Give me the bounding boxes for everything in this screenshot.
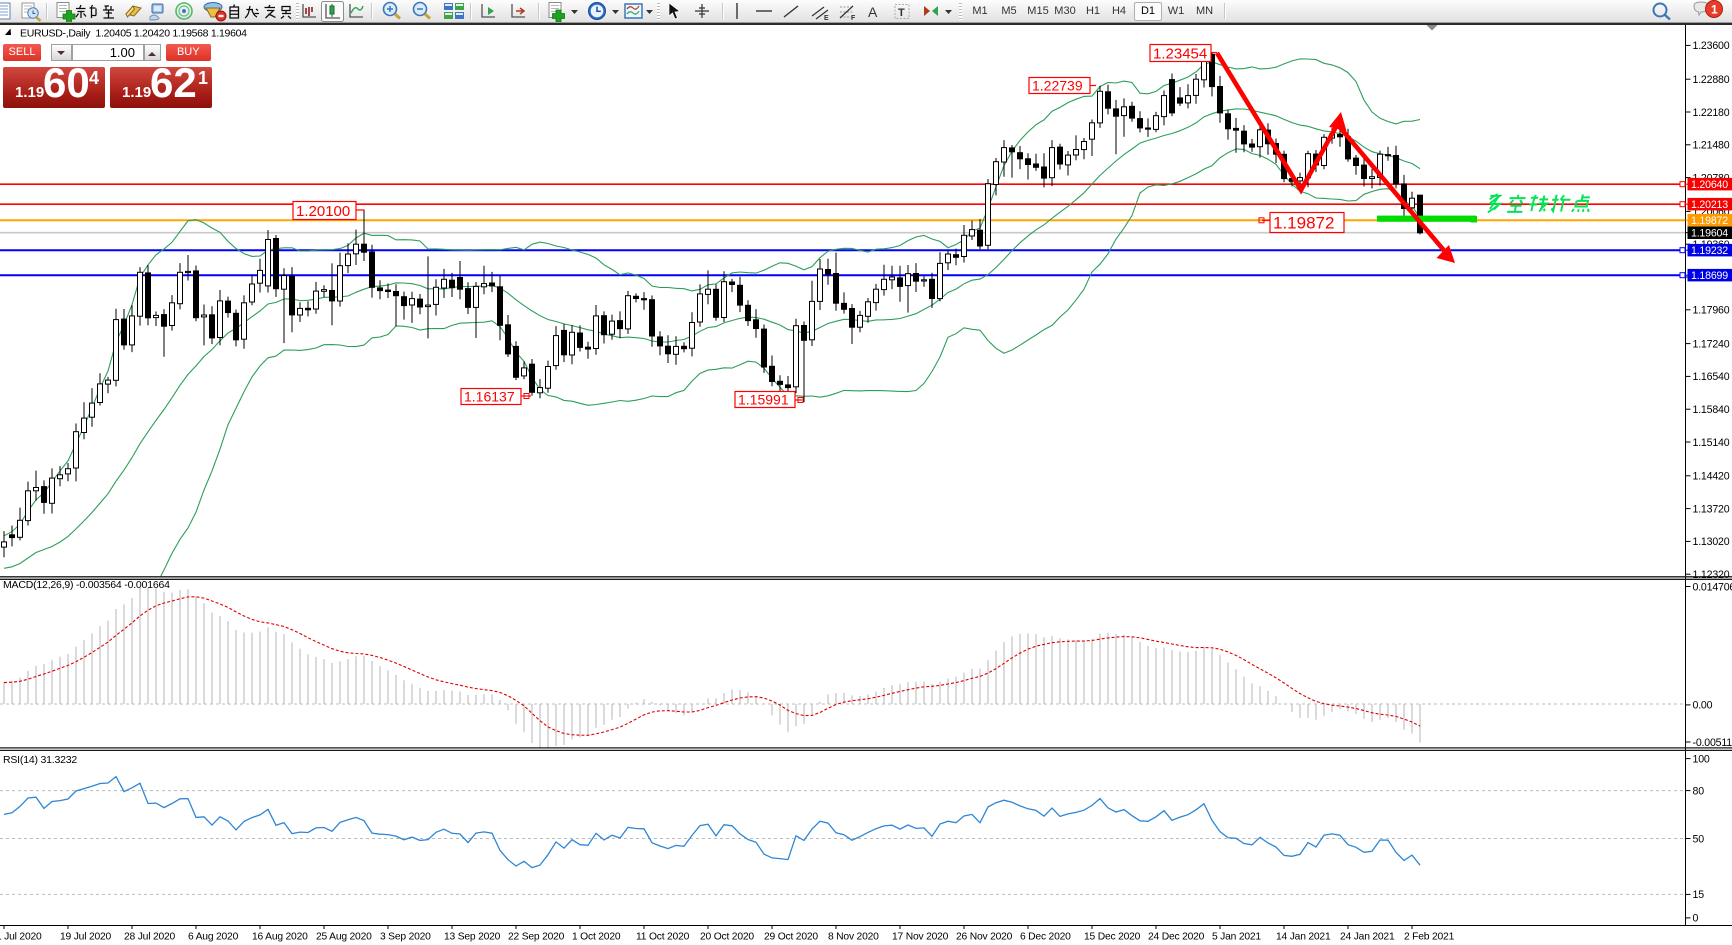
svg-text:RSI(14) 31.3232: RSI(14) 31.3232 (3, 754, 77, 766)
svg-text:1.23454: 1.23454 (1153, 45, 1207, 62)
svg-text:T: T (898, 7, 905, 19)
svg-text:1.23600: 1.23600 (1693, 40, 1730, 52)
svg-text:14 Jan 2021: 14 Jan 2021 (1276, 932, 1331, 943)
svg-text:A: A (868, 4, 878, 20)
svg-text:5 Jan 2021: 5 Jan 2021 (1212, 932, 1261, 943)
svg-text:1: 1 (1711, 3, 1718, 17)
svg-text:-0.005113: -0.005113 (1693, 737, 1732, 749)
svg-text:EURUSD-,Daily 1.20405 1.20420: EURUSD-,Daily 1.20405 1.20420 1.19568 1.… (20, 28, 247, 40)
svg-text:17 Nov 2020: 17 Nov 2020 (892, 932, 949, 943)
svg-text:0.014706: 0.014706 (1693, 581, 1732, 593)
svg-text:1.12320: 1.12320 (1693, 569, 1730, 581)
svg-text:6 Aug 2020: 6 Aug 2020 (188, 932, 239, 943)
svg-text:E: E (824, 15, 829, 22)
svg-text:1.13020: 1.13020 (1693, 536, 1730, 548)
svg-text:1.22880: 1.22880 (1693, 74, 1730, 86)
svg-text:16 Aug 2020: 16 Aug 2020 (252, 932, 308, 943)
svg-text:1.20213: 1.20213 (1691, 199, 1728, 211)
svg-text:MACD(12,26,9) -0.003564 -0.001: MACD(12,26,9) -0.003564 -0.001664 (3, 579, 170, 591)
svg-text:24 Jan 2021: 24 Jan 2021 (1340, 932, 1395, 943)
svg-text:13 Sep 2020: 13 Sep 2020 (444, 932, 501, 943)
svg-text:15 Dec 2020: 15 Dec 2020 (1084, 932, 1141, 943)
svg-text:22 Sep 2020: 22 Sep 2020 (508, 932, 565, 943)
svg-text:1.14420: 1.14420 (1693, 471, 1730, 483)
svg-text:1.19232: 1.19232 (1691, 245, 1728, 257)
svg-text:29 Oct 2020: 29 Oct 2020 (764, 932, 818, 943)
svg-text:24 Dec 2020: 24 Dec 2020 (1148, 932, 1205, 943)
svg-text:1.18699: 1.18699 (1691, 270, 1728, 282)
svg-text:0: 0 (1693, 913, 1699, 925)
svg-text:1.19604: 1.19604 (1691, 228, 1728, 240)
svg-text:1.22739: 1.22739 (1032, 78, 1083, 94)
svg-text:1.13720: 1.13720 (1693, 503, 1730, 515)
svg-text:1.20100: 1.20100 (296, 203, 350, 220)
svg-text:19 Jul 2020: 19 Jul 2020 (60, 932, 112, 943)
svg-text:1.15840: 1.15840 (1693, 404, 1730, 416)
svg-text:6 Dec 2020: 6 Dec 2020 (1020, 932, 1071, 943)
svg-text:1.16540: 1.16540 (1693, 371, 1730, 383)
svg-text:1 Jul 2020: 1 Jul 2020 (0, 932, 42, 943)
svg-text:25 Aug 2020: 25 Aug 2020 (316, 932, 372, 943)
svg-text:3 Sep 2020: 3 Sep 2020 (380, 932, 431, 943)
svg-text:1.17960: 1.17960 (1693, 305, 1730, 317)
svg-text:F: F (851, 15, 856, 22)
svg-text:11 Oct 2020: 11 Oct 2020 (636, 932, 690, 943)
svg-text:1.19872: 1.19872 (1273, 214, 1334, 233)
svg-text:15: 15 (1693, 889, 1705, 901)
svg-text:100: 100 (1693, 753, 1710, 765)
svg-text:80: 80 (1693, 785, 1705, 797)
svg-text:1.15140: 1.15140 (1693, 437, 1730, 449)
svg-text:20 Oct 2020: 20 Oct 2020 (700, 932, 754, 943)
svg-text:1.21480: 1.21480 (1693, 140, 1730, 152)
svg-text:28 Jul 2020: 28 Jul 2020 (124, 932, 176, 943)
svg-text:1.15991: 1.15991 (738, 392, 789, 408)
svg-text:1.19872: 1.19872 (1691, 215, 1728, 227)
svg-text:1 Oct 2020: 1 Oct 2020 (572, 932, 621, 943)
svg-text:0.00: 0.00 (1693, 700, 1713, 712)
svg-text:1.20640: 1.20640 (1691, 179, 1728, 191)
svg-text:1.16137: 1.16137 (464, 389, 515, 405)
svg-text:26 Nov 2020: 26 Nov 2020 (956, 932, 1013, 943)
svg-text:8 Nov 2020: 8 Nov 2020 (828, 932, 879, 943)
svg-text:1.22180: 1.22180 (1693, 107, 1730, 119)
svg-text:2 Feb 2021: 2 Feb 2021 (1404, 932, 1455, 943)
svg-text:1.17240: 1.17240 (1693, 338, 1730, 350)
svg-text:50: 50 (1693, 833, 1705, 845)
